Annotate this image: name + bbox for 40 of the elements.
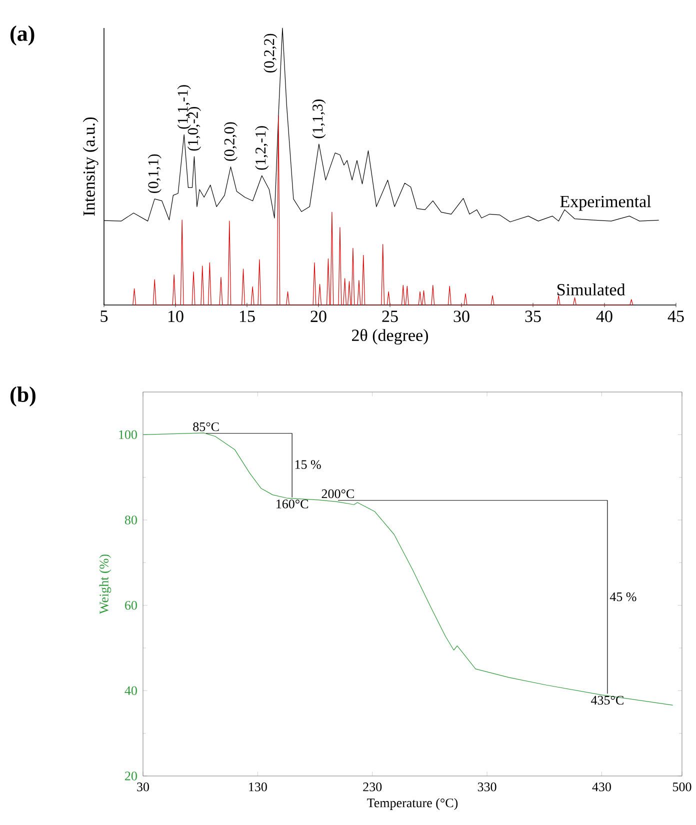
x-tick-label: 330 — [478, 782, 496, 792]
annotation: 15 % — [295, 460, 321, 469]
annotation: 435°C — [591, 696, 624, 705]
annotation: (0,2,2) — [264, 34, 278, 73]
y-tick-label: 60 — [125, 600, 137, 610]
x-tick-label: 230 — [363, 782, 382, 792]
series-label: Experimental — [560, 195, 651, 211]
y-tick-label: 80 — [124, 516, 137, 524]
x-tick-label: 430 — [592, 782, 611, 792]
series-label: Simulated — [557, 284, 626, 296]
chart-title: (b) — [10, 386, 36, 406]
x-tick-label: 30 — [137, 782, 150, 792]
annotation: (0,1,1) — [148, 154, 162, 194]
annotation: (1,1,3) — [312, 100, 326, 138]
x-tick-label: 20 — [310, 310, 326, 322]
annotation: 200°C — [322, 489, 354, 498]
annotation: 85°C — [193, 422, 219, 432]
x-tick-label: 45 — [668, 310, 684, 322]
x-tick-label: 5 — [100, 310, 108, 322]
x-tick-label: 30 — [454, 310, 470, 322]
chart-title: (a) — [10, 26, 34, 46]
x-axis-title: 2θ (degree) — [352, 329, 428, 345]
x-tick-label: 35 — [525, 310, 541, 322]
y-tick-label: 100 — [119, 430, 137, 440]
annotation: (0,2,0) — [224, 122, 238, 161]
x-axis-title: Temperature (°C) — [367, 798, 458, 810]
line-series — [142, 432, 674, 706]
annotation: (1,2,-1) — [255, 126, 269, 170]
x-tick-label: 15 — [240, 310, 255, 322]
x-tick-label: 130 — [249, 782, 267, 792]
x-tick-label: 10 — [168, 310, 184, 322]
y-axis-title: Intensity (a.u.) — [82, 117, 98, 216]
x-tick-label: 25 — [382, 310, 398, 322]
y-tick-label: 20 — [125, 772, 137, 780]
x-tick-label: 40 — [596, 310, 612, 322]
x-tick-label: 500 — [672, 782, 692, 792]
y-axis-title: Weight (%) — [99, 554, 112, 614]
annotation: 45 % — [610, 592, 636, 602]
annotation: 160°C — [276, 500, 308, 508]
y-tick-label: 40 — [124, 686, 137, 696]
